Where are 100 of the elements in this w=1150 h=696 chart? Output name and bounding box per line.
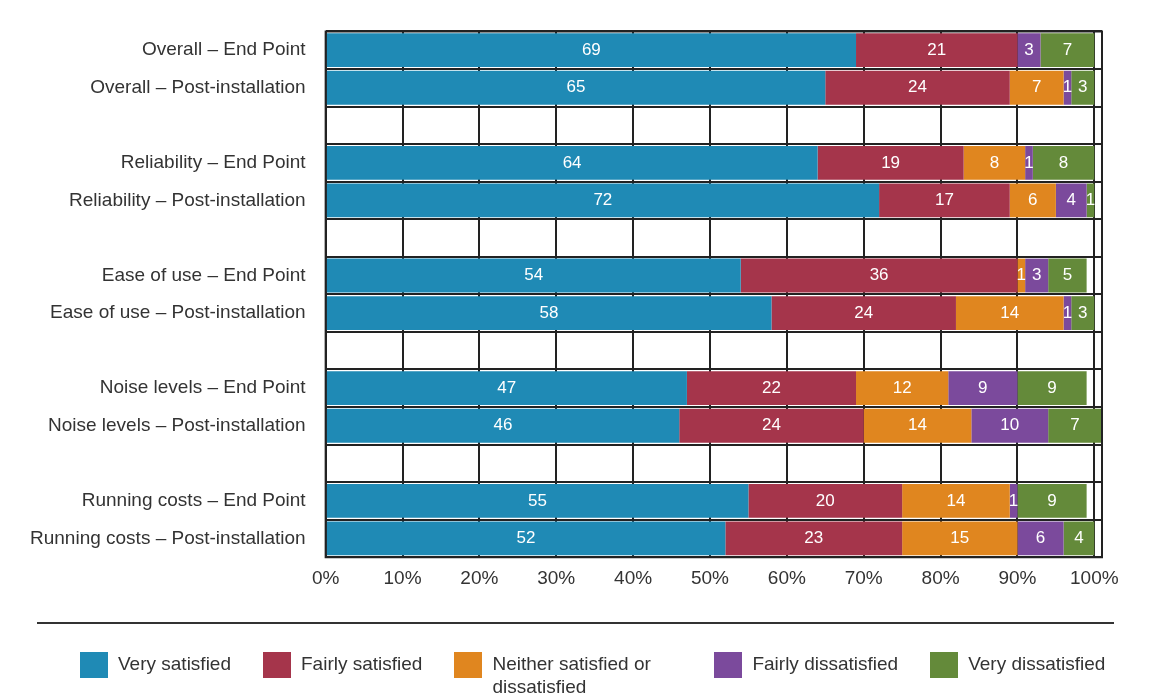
bar: [1071, 70, 1095, 105]
data-label: 55: [528, 490, 547, 510]
data-label: 72: [593, 190, 613, 210]
bar: [1009, 183, 1056, 218]
x-tick-label: 20%: [460, 566, 499, 588]
bar: [856, 371, 949, 406]
x-tick-label: 40%: [614, 566, 653, 588]
data-label: 4: [1066, 190, 1076, 210]
data-label: 24: [854, 302, 874, 322]
y-tick-label: Running costs – Post-installation: [29, 526, 306, 548]
legend-label: Very satisfied: [118, 652, 231, 675]
legend-label: Fairly dissatisfied: [752, 652, 899, 675]
data-label: 64: [562, 152, 582, 172]
data-label: 7: [1031, 77, 1042, 97]
data-label: 23: [804, 528, 824, 548]
data-label: 6: [1035, 528, 1046, 548]
data-label: 1: [1008, 490, 1019, 510]
data-label: 9: [978, 377, 988, 397]
bar: [817, 145, 964, 180]
bar: [686, 371, 857, 406]
y-tick-label: Ease of use – End Point: [101, 263, 307, 285]
data-label: 9: [1047, 377, 1057, 397]
y-tick-label: Reliability – Post-installation: [69, 188, 306, 210]
data-label: 58: [539, 302, 559, 322]
data-label: 47: [497, 377, 517, 397]
bar: [825, 70, 1010, 105]
bar: [1032, 145, 1095, 180]
data-label: 24: [762, 415, 781, 435]
bar: [1055, 183, 1087, 218]
data-label: 24: [908, 77, 927, 97]
bar: [326, 521, 726, 556]
bar: [1048, 408, 1102, 443]
data-label: 5: [1062, 265, 1073, 285]
bar: [1017, 33, 1041, 68]
bar: [326, 258, 741, 293]
bar: [679, 408, 864, 443]
bar: [1017, 371, 1087, 406]
y-tick-label: Ease of use – Post-installation: [50, 301, 306, 323]
data-label: 1: [1062, 302, 1073, 322]
legend-label: Neither satisfied or dissatisfied: [492, 652, 652, 696]
bar: [1040, 33, 1095, 68]
x-tick-label: 80%: [921, 566, 960, 588]
data-label: 12: [892, 377, 912, 397]
bar: [863, 408, 972, 443]
data-label: 14: [946, 490, 966, 510]
y-tick-label: Overall – End Point: [141, 38, 307, 60]
x-tick-label: 90%: [998, 566, 1037, 588]
bar: [879, 183, 1010, 218]
data-label: 3: [1078, 302, 1088, 322]
legend-label: Very dissatisfied: [968, 652, 1106, 675]
data-label: 54: [524, 265, 544, 285]
y-tick-label: Overall – Post-installation: [90, 75, 306, 97]
bar: [326, 296, 772, 330]
x-tick-label: 100%: [1070, 566, 1119, 588]
bar: [1063, 521, 1095, 556]
bar: [902, 483, 1010, 518]
data-label: 3: [1031, 265, 1042, 285]
bar: [955, 296, 1064, 330]
data-label: 8: [989, 152, 1000, 172]
bar: [771, 296, 956, 330]
data-label: 17: [934, 190, 954, 210]
bar: [740, 258, 1018, 293]
data-label: 19: [881, 152, 901, 172]
x-tick-label: 70%: [844, 566, 883, 588]
bar: [326, 70, 826, 105]
data-label: 15: [950, 528, 970, 548]
data-label: 3: [1078, 77, 1088, 97]
data-label: 21: [927, 39, 947, 59]
bar: [1009, 70, 1064, 105]
data-label: 52: [516, 528, 536, 548]
data-label: 1: [1085, 190, 1096, 210]
data-label: 7: [1070, 415, 1080, 435]
data-label: 3: [1024, 39, 1034, 59]
data-label: 6: [1028, 190, 1038, 210]
bar: [1017, 483, 1087, 518]
bar: [326, 145, 818, 180]
bar: [1017, 521, 1064, 556]
x-tick-label: 30%: [537, 566, 576, 588]
data-label: 46: [493, 415, 513, 435]
y-tick-label: Noise levels – End Point: [99, 376, 307, 398]
legend-label: Fairly satisfied: [301, 652, 423, 675]
data-label: 65: [566, 77, 586, 97]
bar: [948, 371, 1018, 406]
bar: [326, 483, 749, 518]
bar: [326, 183, 880, 218]
x-tick-label: 10%: [383, 566, 422, 588]
x-tick-label: 0%: [311, 566, 340, 588]
bar: [971, 408, 1049, 443]
bar: [856, 33, 1018, 68]
data-label: 10: [1000, 415, 1020, 435]
y-tick-label: Running costs – End Point: [81, 489, 307, 511]
bar: [725, 521, 903, 556]
data-label: 1: [1062, 77, 1073, 97]
data-label: 7: [1062, 39, 1073, 59]
data-label: 14: [908, 415, 927, 435]
data-label: 1: [1024, 152, 1034, 172]
x-tick-label: 60%: [767, 566, 806, 588]
data-label: 14: [1000, 302, 1020, 322]
data-label: 4: [1074, 528, 1084, 548]
data-label: 20: [815, 490, 835, 510]
